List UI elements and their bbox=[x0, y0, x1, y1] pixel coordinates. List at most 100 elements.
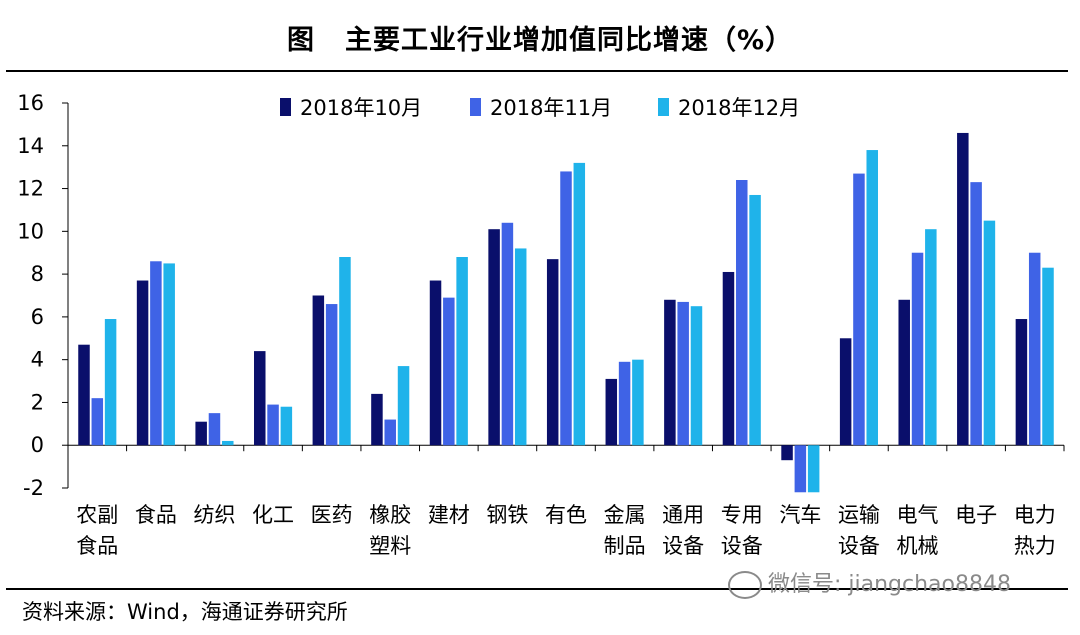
legend-swatch bbox=[280, 98, 291, 116]
bar bbox=[722, 271, 735, 446]
y-tick-label: 4 bbox=[31, 348, 44, 372]
bar bbox=[866, 150, 878, 446]
x-category-label: 通用 bbox=[662, 503, 704, 527]
bar bbox=[853, 173, 865, 446]
x-category-label: 有色 bbox=[545, 503, 587, 527]
bar bbox=[384, 419, 396, 446]
x-category-label: 食品 bbox=[76, 534, 118, 558]
bar bbox=[397, 366, 410, 446]
legend-label: 2018年10月 bbox=[300, 96, 422, 120]
bar bbox=[456, 257, 468, 446]
bar bbox=[267, 404, 279, 446]
figure-label: 图 bbox=[286, 25, 315, 56]
x-category-label: 塑料 bbox=[369, 534, 411, 558]
y-tick-label: 12 bbox=[17, 177, 44, 201]
bar bbox=[618, 361, 631, 446]
legend-label: 2018年11月 bbox=[490, 96, 612, 120]
bar bbox=[104, 319, 117, 446]
bar bbox=[605, 378, 618, 446]
watermark: 微信号: jiangchao8848 bbox=[728, 566, 1011, 599]
bar bbox=[280, 406, 293, 446]
x-category-label: 建材 bbox=[428, 503, 470, 527]
bar bbox=[925, 229, 937, 446]
bar bbox=[150, 261, 162, 446]
bar bbox=[970, 182, 982, 446]
bar bbox=[957, 132, 969, 446]
bar bbox=[91, 398, 104, 446]
bar bbox=[195, 421, 207, 446]
x-category-label: 电气 bbox=[897, 503, 939, 527]
bar bbox=[443, 297, 455, 446]
x-category-label: 设备 bbox=[838, 534, 880, 558]
bar bbox=[488, 229, 500, 446]
x-category-label: 设备 bbox=[662, 534, 704, 558]
bar bbox=[78, 344, 90, 446]
x-category-label: 电子 bbox=[955, 503, 997, 527]
bar bbox=[749, 194, 761, 446]
bar bbox=[664, 299, 676, 446]
y-tick-label: 14 bbox=[17, 134, 44, 158]
bar bbox=[632, 359, 644, 446]
source-note: 资料来源：Wind，海通证券研究所 bbox=[22, 600, 348, 624]
bar bbox=[222, 440, 234, 446]
bar bbox=[573, 162, 586, 446]
y-tick-label: 2 bbox=[31, 390, 44, 414]
bar bbox=[339, 257, 351, 446]
bar bbox=[501, 222, 514, 446]
figure-title-text: 主要工业行业增加值同比增速（%） bbox=[344, 25, 794, 56]
title-rule bbox=[6, 70, 1068, 72]
x-category-label: 运输 bbox=[838, 503, 880, 527]
bar bbox=[429, 280, 442, 446]
x-category-label: 热力 bbox=[1014, 534, 1056, 558]
bar bbox=[983, 220, 996, 446]
legend-label: 2018年12月 bbox=[678, 96, 800, 120]
x-category-label: 汽车 bbox=[779, 503, 821, 527]
chart-title: 图主要工业行业增加值同比增速（%） bbox=[0, 18, 1080, 57]
bar bbox=[781, 445, 793, 461]
y-tick-label: 16 bbox=[17, 91, 44, 115]
x-category-label: 电力 bbox=[1014, 503, 1056, 527]
bar bbox=[736, 180, 748, 446]
bar bbox=[1042, 267, 1054, 446]
x-category-label: 化工 bbox=[252, 503, 294, 527]
y-tick-label: -2 bbox=[23, 476, 44, 500]
y-tick-label: 8 bbox=[31, 262, 44, 286]
x-category-label: 纺织 bbox=[193, 503, 235, 527]
legend-swatch bbox=[658, 98, 669, 116]
x-category-label: 橡胶 bbox=[369, 503, 411, 527]
x-category-label: 制品 bbox=[604, 534, 646, 558]
x-category-label: 专用 bbox=[721, 503, 763, 527]
x-category-label: 金属 bbox=[604, 503, 646, 527]
bar bbox=[1015, 319, 1028, 446]
x-category-label: 农副 bbox=[76, 503, 118, 527]
watermark-text: 微信号: jiangchao8848 bbox=[768, 572, 1011, 597]
x-category-label: 设备 bbox=[721, 534, 763, 558]
bar bbox=[911, 252, 924, 446]
y-tick-label: 6 bbox=[31, 305, 44, 329]
bar bbox=[839, 338, 852, 446]
x-category-label: 食品 bbox=[135, 503, 177, 527]
bar bbox=[514, 248, 527, 446]
bar bbox=[794, 445, 807, 493]
bar bbox=[898, 299, 910, 446]
bar bbox=[371, 393, 383, 446]
bar bbox=[677, 301, 689, 446]
bar bbox=[312, 295, 325, 446]
bar bbox=[136, 280, 149, 446]
x-category-label: 医药 bbox=[311, 503, 353, 527]
x-category-label: 钢铁 bbox=[486, 503, 528, 527]
bar bbox=[807, 445, 820, 493]
wechat-icon bbox=[728, 571, 762, 599]
legend-swatch bbox=[470, 98, 481, 116]
bar bbox=[560, 171, 572, 446]
y-tick-label: 0 bbox=[31, 433, 44, 457]
bar bbox=[546, 259, 559, 446]
y-tick-label: 10 bbox=[17, 219, 44, 243]
bar bbox=[690, 306, 703, 446]
source-rule bbox=[6, 588, 1068, 590]
bar bbox=[163, 263, 175, 446]
bar bbox=[325, 304, 338, 446]
x-category-label: 机械 bbox=[897, 534, 939, 558]
bar bbox=[1028, 252, 1041, 446]
